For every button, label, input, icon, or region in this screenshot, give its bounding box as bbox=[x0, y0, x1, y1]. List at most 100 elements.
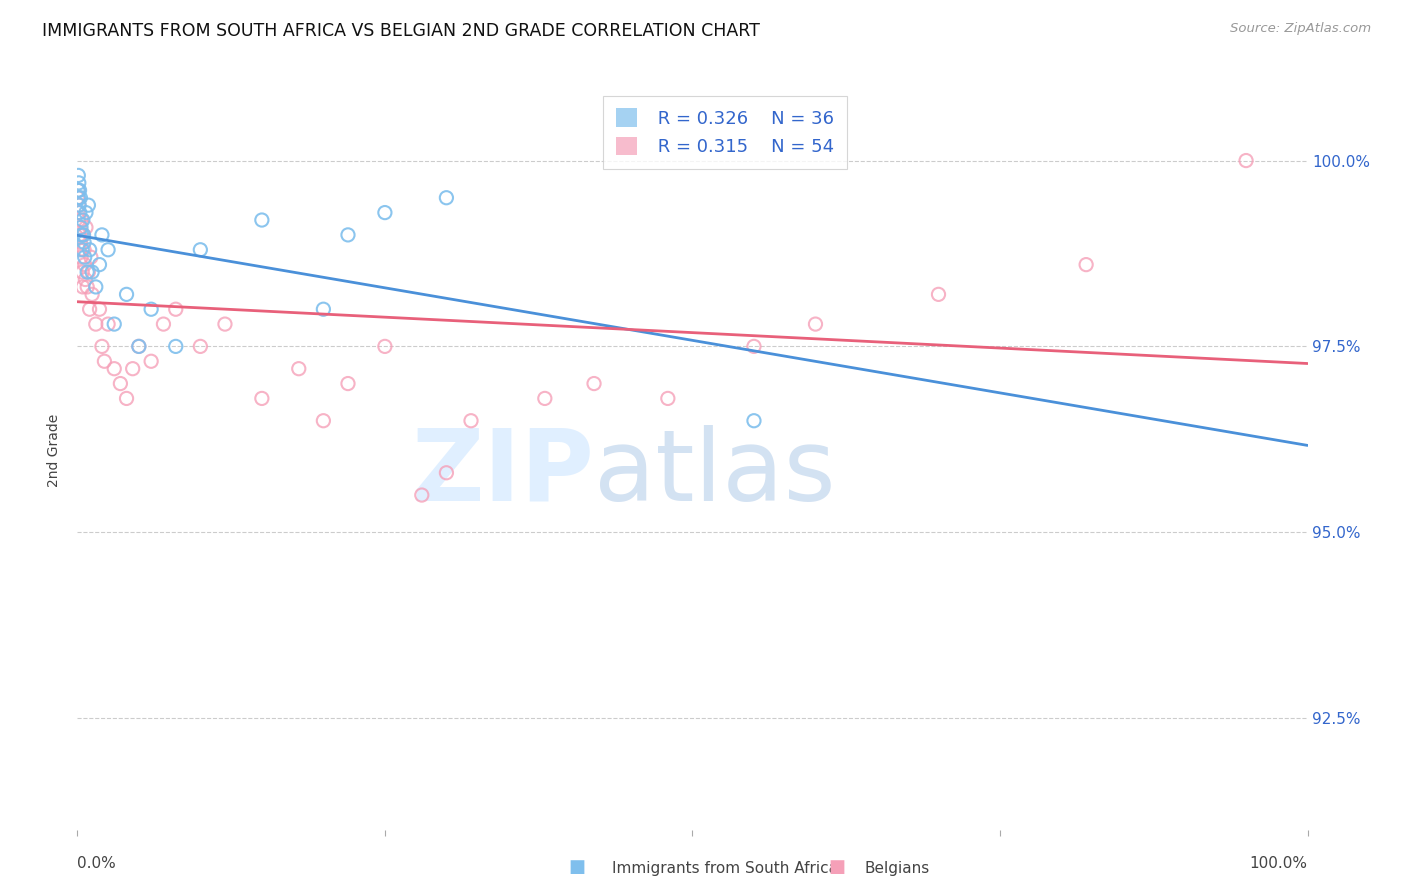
Point bbox=[66, 191, 89, 205]
Point bbox=[84, 280, 107, 294]
Text: ■: ■ bbox=[828, 858, 845, 876]
Point bbox=[69, 205, 91, 219]
Point bbox=[72, 213, 94, 227]
Point bbox=[534, 392, 557, 406]
Text: atlas: atlas bbox=[595, 425, 835, 522]
Point bbox=[312, 302, 335, 317]
Point bbox=[742, 414, 765, 428]
Point bbox=[121, 361, 143, 376]
Point bbox=[128, 339, 150, 353]
Point bbox=[67, 183, 90, 197]
Point bbox=[188, 243, 212, 257]
Point bbox=[67, 227, 90, 242]
Point bbox=[69, 191, 91, 205]
Point bbox=[79, 243, 101, 257]
Point bbox=[84, 317, 107, 331]
Point bbox=[69, 220, 91, 235]
Text: 100.0%: 100.0% bbox=[1250, 855, 1308, 871]
Point bbox=[1076, 258, 1098, 272]
Point bbox=[288, 361, 311, 376]
Point bbox=[460, 414, 482, 428]
Point bbox=[115, 287, 138, 301]
Point bbox=[374, 339, 396, 353]
Point bbox=[75, 220, 97, 235]
Point bbox=[70, 227, 93, 242]
Text: 0.0%: 0.0% bbox=[77, 855, 117, 871]
Point bbox=[928, 287, 950, 301]
Point bbox=[77, 265, 100, 279]
Point bbox=[90, 339, 114, 353]
Point bbox=[70, 243, 93, 257]
Point bbox=[72, 227, 94, 242]
Point bbox=[69, 235, 91, 250]
Point bbox=[82, 287, 104, 301]
Point bbox=[411, 488, 433, 502]
Point bbox=[67, 191, 90, 205]
Point bbox=[82, 265, 104, 279]
Point bbox=[73, 235, 96, 250]
Point bbox=[128, 339, 150, 353]
Text: IMMIGRANTS FROM SOUTH AFRICA VS BELGIAN 2ND GRADE CORRELATION CHART: IMMIGRANTS FROM SOUTH AFRICA VS BELGIAN … bbox=[42, 22, 761, 40]
Point bbox=[67, 176, 90, 190]
Point bbox=[115, 392, 138, 406]
Point bbox=[337, 376, 360, 391]
Point bbox=[72, 280, 94, 294]
Point bbox=[436, 466, 458, 480]
Point bbox=[583, 376, 606, 391]
Point bbox=[152, 317, 174, 331]
Point bbox=[804, 317, 827, 331]
Point bbox=[90, 227, 114, 242]
Point bbox=[337, 227, 360, 242]
Legend:  R = 0.326    N = 36,  R = 0.315    N = 54: R = 0.326 N = 36, R = 0.315 N = 54 bbox=[603, 95, 846, 169]
Point bbox=[97, 243, 120, 257]
Point bbox=[141, 354, 163, 368]
Point bbox=[165, 339, 187, 353]
Point bbox=[250, 392, 273, 406]
Point bbox=[188, 339, 212, 353]
Point bbox=[250, 213, 273, 227]
Point bbox=[103, 361, 125, 376]
Point bbox=[69, 183, 91, 197]
Point bbox=[69, 243, 91, 257]
Point bbox=[66, 205, 89, 219]
Point bbox=[70, 265, 93, 279]
Point bbox=[77, 198, 100, 212]
Point bbox=[93, 354, 115, 368]
Point bbox=[312, 414, 335, 428]
Text: Source: ZipAtlas.com: Source: ZipAtlas.com bbox=[1230, 22, 1371, 36]
Point bbox=[103, 317, 125, 331]
Point bbox=[436, 191, 458, 205]
Point bbox=[79, 302, 101, 317]
Point bbox=[214, 317, 236, 331]
Text: Immigrants from South Africa: Immigrants from South Africa bbox=[612, 861, 838, 876]
Point bbox=[67, 169, 90, 183]
Point bbox=[75, 205, 97, 219]
Point bbox=[76, 280, 98, 294]
Point bbox=[657, 392, 679, 406]
Y-axis label: 2nd Grade: 2nd Grade bbox=[48, 414, 62, 487]
Text: ZIP: ZIP bbox=[411, 425, 595, 522]
Point bbox=[67, 198, 90, 212]
Point bbox=[165, 302, 187, 317]
Point bbox=[73, 243, 96, 257]
Point bbox=[70, 220, 93, 235]
Point bbox=[97, 317, 120, 331]
Point bbox=[89, 258, 111, 272]
Point bbox=[67, 213, 90, 227]
Point bbox=[89, 302, 111, 317]
Text: ■: ■ bbox=[568, 858, 585, 876]
Point bbox=[66, 183, 89, 197]
Point bbox=[70, 250, 93, 264]
Point bbox=[72, 227, 94, 242]
Point bbox=[374, 205, 396, 219]
Point bbox=[73, 250, 96, 264]
Point bbox=[742, 339, 765, 353]
Point bbox=[80, 250, 103, 264]
Point bbox=[73, 258, 96, 272]
Point bbox=[75, 272, 97, 286]
Point bbox=[110, 376, 132, 391]
Point bbox=[1234, 153, 1257, 168]
Point bbox=[70, 213, 93, 227]
Point bbox=[76, 265, 98, 279]
Text: Belgians: Belgians bbox=[865, 861, 929, 876]
